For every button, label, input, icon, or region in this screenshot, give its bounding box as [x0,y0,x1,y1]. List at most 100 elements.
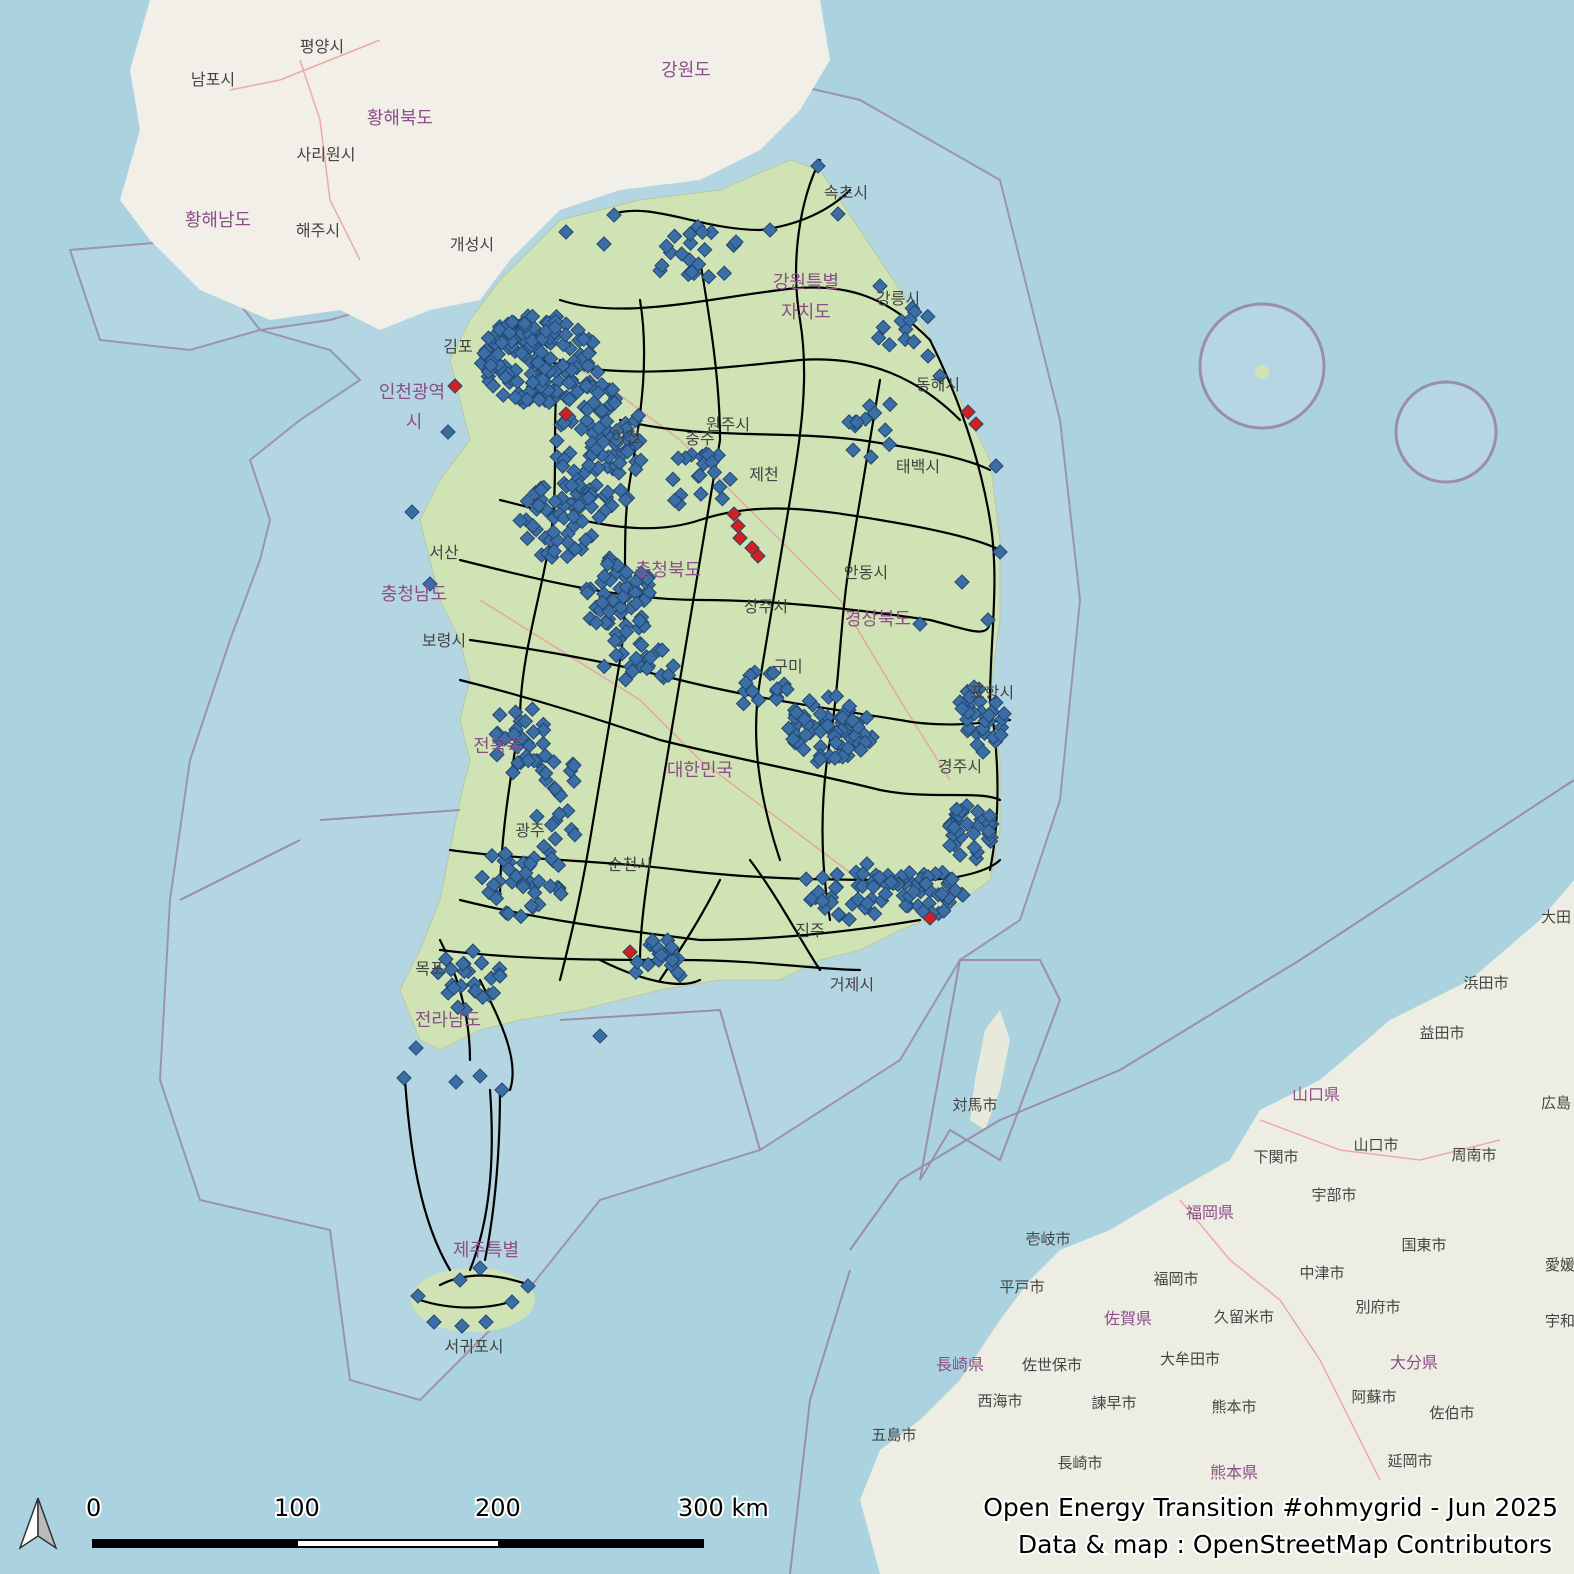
substation-icon [779,681,795,698]
substation-icon [542,878,559,894]
substation-icon [936,903,952,919]
jp-place-label: 阿蘇市 [1351,1388,1396,1406]
substation-icon [446,980,462,996]
kr-place-label: 거제시 [830,975,874,994]
substation-icon [559,548,576,565]
jp-place-label: 山口市 [1353,1136,1398,1154]
substation-icon [866,905,883,922]
jp-place-label: 五島市 [871,1426,916,1444]
substation-icon [988,694,1004,711]
substation-icon [918,876,934,892]
substation-icon [628,595,645,612]
substation-icon [516,315,533,332]
substation-icon [591,420,607,436]
jp-place-label: 熊本県 [1210,1463,1258,1482]
substation-icon [480,330,497,346]
substation-icon [542,350,559,367]
substation-icon [812,706,829,722]
substation-icon [934,886,950,902]
substation-icon [546,754,562,770]
substation-icon [810,158,826,174]
kr-place-label: 개성시 [450,235,494,254]
substation-icon [497,369,514,385]
substation-icon [551,806,568,822]
substation-icon [812,751,828,768]
substation-icon [531,391,548,408]
substation-icon [966,839,983,856]
substation-icon [526,884,543,901]
substation-icon [573,421,590,437]
substation-icon [560,525,576,542]
kr-place-label: 충청남도 [381,584,447,605]
substation-icon [728,234,744,250]
substation-icon [599,458,616,475]
substation-icon [827,734,844,751]
substation-icon [975,744,991,760]
jp-place-label: 大分県 [1390,1353,1438,1372]
substation-icon [780,720,797,737]
substation-icon [536,838,552,855]
kr-place-label: 목포 [415,959,444,978]
substation-icon [981,707,997,724]
substation-icon [535,735,552,752]
substation-icon [870,330,887,346]
substation-icon [525,517,541,534]
substation-icon [607,633,623,649]
substation-icon [969,803,986,820]
kr-place-label: 원주시 [706,415,750,434]
substation-icon [628,650,644,667]
substation-icon [905,334,922,350]
kr-place-label: 이천 [611,427,640,446]
dokdo-zone [1394,380,1498,484]
substation-icon [558,406,574,422]
substation-icon [426,1314,442,1330]
substation-icon [517,865,534,881]
kr-place-label: 안동시 [844,563,888,582]
substation-icon [814,893,831,909]
substation-icon [726,506,742,522]
substation-icon [594,594,611,611]
kr-place-label: 서산 [429,543,459,562]
substation-icon [665,658,682,674]
substation-icon [523,898,540,914]
jp-place-label: 国東市 [1401,1236,1446,1254]
substation-icon [547,831,564,847]
substation-icon [567,826,583,843]
substation-icon [617,671,634,688]
scale-bar: 0 100 200 300 km [84,1492,771,1548]
substation-icon [841,911,857,928]
substation-icon [476,345,492,361]
substation-icon [525,374,541,391]
substation-icon [567,541,584,557]
substation-icon [535,722,552,738]
substation-icon [654,642,670,658]
substation-icon [658,238,675,255]
substation-icon [703,224,720,241]
substation-icon [507,389,524,406]
substation-icon [653,947,669,964]
substation-icon [500,861,517,877]
kr-place-label: 포항시 [970,683,1014,702]
substation-icon [596,568,613,585]
substation-icon [569,384,585,400]
substation-icon [722,471,738,488]
substation-icon [520,1278,536,1294]
substation-icon [530,497,547,514]
substation-icon [630,407,647,424]
substation-icon [455,956,471,972]
substation-icon [644,932,661,949]
substation-icon [580,345,597,362]
substation-icon [633,637,650,653]
substation-icon [640,956,656,973]
substation-icon [812,738,829,755]
substation-icon [558,224,574,240]
substation-icon [965,825,982,842]
substation-icon [550,857,567,873]
japan-landmass [860,880,1574,1574]
substation-icon [547,319,563,336]
substation-icon [827,750,843,766]
substation-icon [483,357,499,374]
substation-icon [714,490,731,507]
